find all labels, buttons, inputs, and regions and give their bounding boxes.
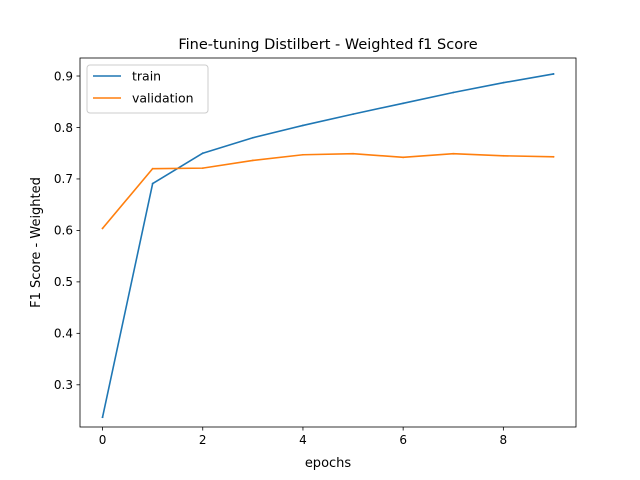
x-axis-label: epochs bbox=[305, 456, 352, 471]
data-point-train bbox=[552, 73, 555, 75]
data-point-train bbox=[151, 182, 154, 185]
legend-label-validation: validation bbox=[132, 91, 194, 106]
x-axis: 0 2 4 6 8 bbox=[99, 427, 507, 447]
data-point-train bbox=[352, 113, 354, 115]
data-point-validation bbox=[452, 152, 455, 155]
data-point-train bbox=[201, 152, 204, 155]
data-point-train bbox=[452, 91, 455, 94]
y-tick-label: 0.6 bbox=[54, 224, 73, 238]
data-point-train bbox=[251, 136, 254, 139]
x-tick-label: 6 bbox=[399, 433, 407, 447]
x-tick-label: 2 bbox=[199, 433, 207, 447]
legend: train validation bbox=[86, 64, 209, 114]
x-tick-label: 8 bbox=[500, 433, 508, 447]
y-axis: 0.3 0.4 0.5 0.6 0.7 0.8 0.9 bbox=[54, 69, 80, 392]
data-point-validation bbox=[552, 155, 555, 158]
y-tick-label: 0.4 bbox=[54, 327, 73, 341]
plot-frame bbox=[79, 57, 577, 428]
data-point-validation bbox=[151, 167, 154, 170]
data-point-validation bbox=[302, 153, 304, 156]
y-tick-label: 0.9 bbox=[54, 69, 73, 83]
data-point-validation bbox=[201, 167, 204, 170]
data-point-train bbox=[302, 124, 304, 127]
series-layer bbox=[101, 73, 555, 419]
y-axis-label: F1 Score - Weighted bbox=[29, 177, 44, 308]
y-tick-label: 0.3 bbox=[54, 378, 73, 392]
legend-box bbox=[86, 64, 209, 114]
x-tick-label: 4 bbox=[299, 433, 307, 447]
y-tick-label: 0.5 bbox=[54, 275, 73, 289]
data-point-validation bbox=[502, 154, 505, 157]
y-tick-label: 0.8 bbox=[54, 121, 73, 135]
data-point-validation bbox=[101, 227, 104, 230]
series-line-validation bbox=[101, 152, 555, 230]
data-point-train bbox=[101, 416, 104, 419]
y-tick-label: 0.7 bbox=[54, 172, 73, 186]
data-point-validation bbox=[402, 156, 405, 159]
data-point-validation bbox=[352, 152, 354, 155]
x-tick-label: 0 bbox=[99, 433, 107, 447]
data-point-train bbox=[502, 81, 505, 84]
data-point-validation bbox=[251, 159, 254, 162]
legend-label-train: train bbox=[132, 69, 161, 84]
data-point-train bbox=[402, 102, 405, 105]
chart-title: Fine-tuning Distilbert - Weighted f1 Sco… bbox=[178, 37, 477, 53]
